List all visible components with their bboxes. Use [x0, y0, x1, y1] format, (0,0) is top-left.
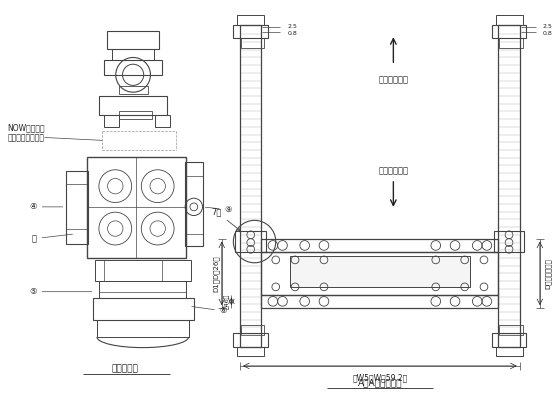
- Bar: [97, 319, 189, 337]
- Bar: [235, 231, 266, 252]
- Bar: [99, 96, 167, 115]
- Bar: [290, 256, 469, 287]
- Text: ⑨: ⑨: [206, 205, 232, 214]
- Bar: [496, 347, 522, 356]
- Bar: [112, 49, 155, 60]
- Bar: [498, 25, 520, 347]
- Bar: [500, 326, 522, 335]
- Text: （W5：W－59.2）: （W5：W－59.2）: [352, 373, 408, 382]
- Bar: [262, 239, 498, 252]
- Bar: [493, 231, 525, 252]
- Bar: [99, 281, 186, 298]
- Text: ⑮: ⑮: [32, 234, 72, 243]
- Bar: [234, 333, 268, 347]
- Text: ア部詳細図: ア部詳細図: [112, 364, 139, 373]
- Bar: [119, 86, 148, 94]
- Bar: [262, 252, 498, 295]
- Bar: [92, 298, 194, 319]
- Bar: [262, 295, 498, 308]
- Bar: [155, 115, 170, 127]
- Bar: [104, 60, 162, 75]
- Text: NOWフレーム
（連結フレーム）: NOWフレーム （連結フレーム）: [7, 123, 44, 142]
- Text: ⑥: ⑥: [192, 306, 227, 315]
- Bar: [240, 25, 262, 347]
- Text: 0.8: 0.8: [543, 31, 553, 36]
- Bar: [237, 15, 264, 25]
- Bar: [492, 333, 526, 347]
- Text: 2.5: 2.5: [543, 24, 553, 29]
- Text: ⑤: ⑤: [29, 287, 92, 296]
- Bar: [87, 157, 186, 258]
- Bar: [500, 38, 522, 48]
- Bar: [237, 347, 264, 356]
- Bar: [234, 25, 268, 38]
- Bar: [119, 112, 152, 119]
- Text: D1（D－26）: D1（D－26）: [213, 255, 220, 292]
- Text: A－A断面詳細図: A－A断面詳細図: [358, 379, 402, 388]
- Bar: [107, 31, 159, 49]
- Bar: [241, 326, 264, 335]
- Text: 〈46〉: 〈46〉: [224, 293, 230, 309]
- Bar: [104, 115, 119, 127]
- Bar: [241, 38, 264, 48]
- Bar: [95, 260, 191, 281]
- Bar: [492, 25, 526, 38]
- Bar: [496, 15, 522, 25]
- Text: ④: ④: [29, 202, 63, 211]
- Text: ラック背面側: ラック背面側: [379, 167, 408, 176]
- Bar: [185, 162, 203, 246]
- Text: ラック前面側: ラック前面側: [379, 75, 408, 84]
- Text: 7部: 7部: [212, 208, 240, 231]
- Text: 2.5: 2.5: [287, 24, 297, 29]
- Text: 0.8: 0.8: [287, 31, 297, 36]
- Bar: [66, 171, 88, 243]
- Text: D（取付幅間）: D（取付幅間）: [544, 258, 551, 289]
